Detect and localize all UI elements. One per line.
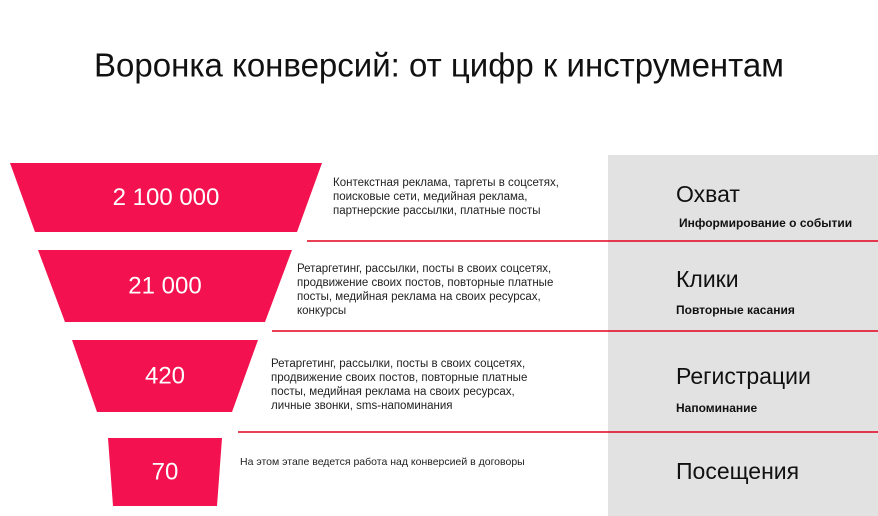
stage-value: 21 000 — [128, 272, 201, 299]
title: Воронка конверсий: от цифр к инструмента… — [94, 47, 784, 84]
stage-subtitle: Информирование о событии — [679, 216, 852, 230]
stage-value: 2 100 000 — [113, 184, 220, 211]
stage-value: 70 — [152, 458, 179, 485]
stage-subtitle: Напоминание — [676, 401, 758, 415]
stage-description: продвижение своих постов, повторные плат… — [297, 277, 553, 289]
stage-description: посты, медийная реклама на своих ресурса… — [297, 291, 541, 303]
stage-name: Регистрации — [676, 363, 811, 389]
stage-description: Ретаргетинг, рассылки, посты в своих соц… — [271, 358, 525, 370]
stage-description: посты, медийная реклама на своих ресурса… — [271, 386, 515, 398]
funnel-stage — [108, 438, 222, 506]
stage-description: партнерские рассылки, платные посты — [333, 205, 541, 217]
stage-name: Охват — [676, 181, 740, 207]
side-panel — [608, 155, 878, 516]
stage-subtitle: Повторные касания — [676, 303, 795, 317]
stage-name: Клики — [676, 266, 739, 292]
stage-description: поисковые сети, медийная реклама, — [333, 191, 528, 203]
stage-description: Контекстная реклама, таргеты в соцсетях, — [333, 177, 559, 189]
stage-description: Ретаргетинг, рассылки, посты в своих соц… — [297, 263, 551, 275]
stage-name: Посещения — [676, 458, 799, 484]
stage-description: На этом этапе ведется работа над конверс… — [240, 456, 525, 468]
stage-description: личные звонки, sms-напоминания — [271, 400, 453, 412]
stage-description: продвижение своих постов, повторные плат… — [271, 372, 527, 384]
stage-value: 420 — [145, 362, 185, 389]
funnel-stage — [38, 250, 292, 322]
funnel-stage — [10, 163, 322, 232]
funnel-stage — [72, 340, 258, 412]
stage-description: конкурсы — [297, 305, 346, 317]
